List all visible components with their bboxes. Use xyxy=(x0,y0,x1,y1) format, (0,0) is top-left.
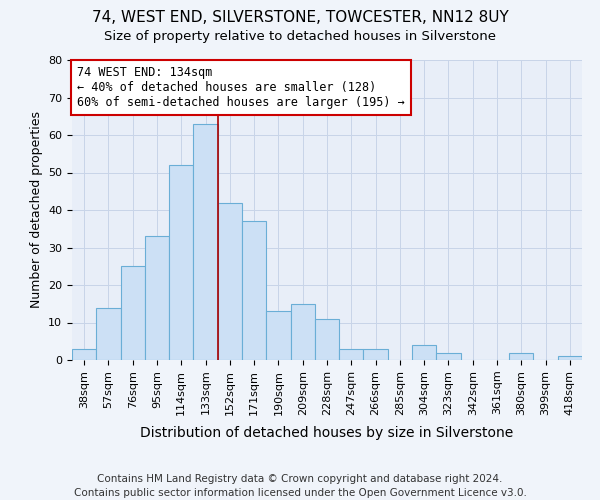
Text: Size of property relative to detached houses in Silverstone: Size of property relative to detached ho… xyxy=(104,30,496,43)
Text: Contains HM Land Registry data © Crown copyright and database right 2024.
Contai: Contains HM Land Registry data © Crown c… xyxy=(74,474,526,498)
Bar xyxy=(290,304,315,360)
Bar xyxy=(364,349,388,360)
Bar xyxy=(169,165,193,360)
Bar xyxy=(218,202,242,360)
Bar xyxy=(193,124,218,360)
Bar xyxy=(412,345,436,360)
Text: 74 WEST END: 134sqm
← 40% of detached houses are smaller (128)
60% of semi-detac: 74 WEST END: 134sqm ← 40% of detached ho… xyxy=(77,66,405,109)
Bar xyxy=(436,352,461,360)
Bar xyxy=(558,356,582,360)
Bar xyxy=(339,349,364,360)
Bar xyxy=(315,319,339,360)
Y-axis label: Number of detached properties: Number of detached properties xyxy=(29,112,43,308)
Bar xyxy=(242,221,266,360)
Bar xyxy=(72,349,96,360)
Bar xyxy=(145,236,169,360)
Bar xyxy=(121,266,145,360)
Bar xyxy=(266,311,290,360)
Text: 74, WEST END, SILVERSTONE, TOWCESTER, NN12 8UY: 74, WEST END, SILVERSTONE, TOWCESTER, NN… xyxy=(92,10,508,25)
Bar xyxy=(509,352,533,360)
Bar xyxy=(96,308,121,360)
X-axis label: Distribution of detached houses by size in Silverstone: Distribution of detached houses by size … xyxy=(140,426,514,440)
